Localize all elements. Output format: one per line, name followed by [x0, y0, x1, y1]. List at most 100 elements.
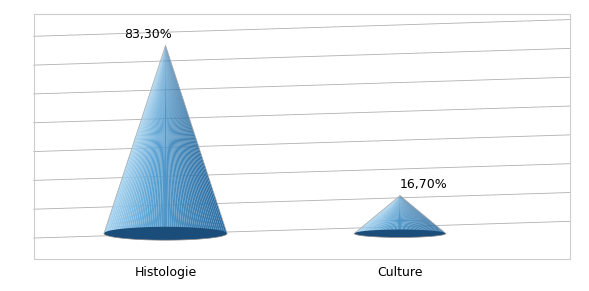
Polygon shape — [371, 196, 400, 233]
Polygon shape — [166, 45, 209, 233]
Polygon shape — [166, 45, 221, 233]
Polygon shape — [400, 196, 421, 233]
Polygon shape — [400, 196, 413, 233]
Polygon shape — [400, 196, 438, 233]
Text: 16,70%: 16,70% — [399, 178, 447, 191]
Polygon shape — [145, 45, 166, 233]
Polygon shape — [355, 196, 400, 233]
Polygon shape — [368, 196, 400, 233]
Polygon shape — [400, 196, 439, 233]
Polygon shape — [400, 196, 417, 233]
Polygon shape — [400, 196, 423, 233]
Polygon shape — [104, 227, 227, 240]
Polygon shape — [135, 45, 166, 233]
Polygon shape — [374, 196, 400, 233]
Polygon shape — [386, 196, 400, 233]
Polygon shape — [400, 196, 432, 233]
Polygon shape — [151, 45, 166, 233]
Polygon shape — [400, 196, 446, 233]
Polygon shape — [120, 45, 166, 233]
Polygon shape — [355, 230, 446, 237]
Polygon shape — [389, 196, 400, 233]
Polygon shape — [360, 196, 400, 233]
Polygon shape — [382, 196, 400, 233]
Polygon shape — [363, 196, 400, 233]
Polygon shape — [392, 196, 400, 233]
Polygon shape — [400, 196, 409, 233]
Polygon shape — [155, 45, 166, 233]
Polygon shape — [388, 196, 400, 233]
Polygon shape — [358, 196, 400, 233]
Polygon shape — [400, 196, 418, 233]
Polygon shape — [161, 45, 166, 233]
Polygon shape — [153, 45, 166, 233]
Polygon shape — [166, 45, 217, 233]
Polygon shape — [369, 196, 400, 233]
Polygon shape — [166, 45, 219, 233]
Polygon shape — [106, 45, 166, 233]
Polygon shape — [124, 45, 166, 233]
Polygon shape — [116, 45, 166, 233]
Polygon shape — [118, 45, 166, 233]
Polygon shape — [166, 45, 168, 233]
Polygon shape — [400, 196, 405, 233]
Polygon shape — [400, 196, 408, 233]
Polygon shape — [166, 45, 204, 233]
Polygon shape — [166, 45, 225, 233]
Polygon shape — [166, 45, 171, 233]
Polygon shape — [166, 45, 194, 233]
Text: 83,30%: 83,30% — [124, 28, 172, 41]
Polygon shape — [114, 45, 166, 233]
Polygon shape — [108, 45, 166, 233]
Polygon shape — [394, 196, 400, 233]
Polygon shape — [166, 45, 227, 233]
Polygon shape — [365, 196, 400, 233]
Polygon shape — [139, 45, 166, 233]
Polygon shape — [373, 196, 400, 233]
Polygon shape — [356, 196, 400, 233]
Polygon shape — [157, 45, 166, 233]
Polygon shape — [166, 45, 223, 233]
Polygon shape — [128, 45, 166, 233]
Polygon shape — [379, 196, 400, 233]
Polygon shape — [133, 45, 166, 233]
Polygon shape — [359, 196, 400, 233]
Polygon shape — [166, 45, 190, 233]
Polygon shape — [166, 45, 213, 233]
Polygon shape — [400, 196, 443, 233]
Text: Histologie: Histologie — [134, 267, 197, 279]
Polygon shape — [127, 45, 166, 233]
Polygon shape — [383, 196, 400, 233]
Polygon shape — [400, 196, 435, 233]
Polygon shape — [166, 45, 170, 233]
Polygon shape — [400, 196, 431, 233]
Polygon shape — [104, 45, 166, 233]
Polygon shape — [166, 45, 182, 233]
Polygon shape — [166, 45, 174, 233]
Polygon shape — [400, 196, 444, 233]
Polygon shape — [400, 196, 420, 233]
Polygon shape — [362, 196, 400, 233]
Polygon shape — [377, 196, 400, 233]
Polygon shape — [164, 45, 166, 233]
Polygon shape — [400, 196, 415, 233]
Polygon shape — [166, 45, 207, 233]
Polygon shape — [110, 45, 166, 233]
Polygon shape — [166, 45, 200, 233]
Polygon shape — [123, 45, 166, 233]
Polygon shape — [400, 196, 429, 233]
Polygon shape — [395, 196, 400, 233]
Polygon shape — [376, 196, 400, 233]
Polygon shape — [400, 196, 441, 233]
Polygon shape — [141, 45, 166, 233]
Polygon shape — [400, 196, 436, 233]
Polygon shape — [400, 196, 426, 233]
Polygon shape — [385, 196, 400, 233]
Polygon shape — [400, 196, 406, 233]
Polygon shape — [400, 196, 434, 233]
Polygon shape — [400, 196, 425, 233]
Text: Culture: Culture — [378, 267, 423, 279]
Polygon shape — [149, 45, 166, 233]
Polygon shape — [131, 45, 166, 233]
Polygon shape — [380, 196, 400, 233]
